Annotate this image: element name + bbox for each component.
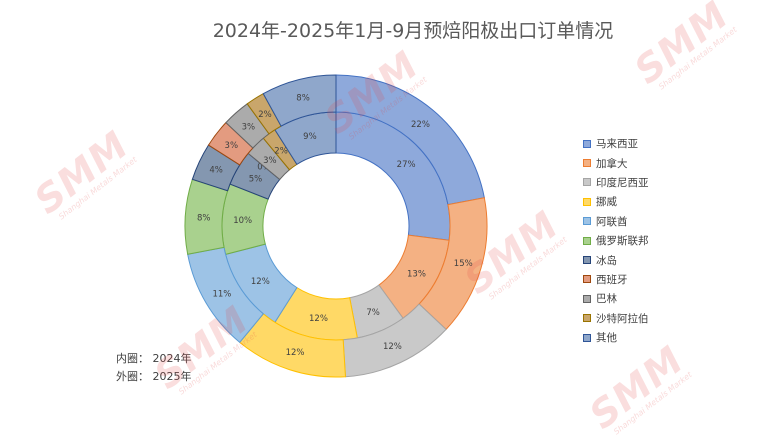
inner-ring-note: 内圈： 2024年 (116, 352, 192, 365)
chart-title: 2024年-2025年1月-9月预焙阳极出口订单情况 (212, 20, 614, 42)
legend-swatch (583, 197, 591, 206)
slice-label-outer-9: 3% (242, 123, 256, 133)
slice-label-inner-1: 27% (397, 160, 416, 170)
slice-outer-11 (262, 74, 337, 127)
legend-item: 加拿大 (583, 153, 649, 172)
slice-label-outer-10: 2% (258, 110, 272, 120)
legend-item: 阿联酋 (583, 212, 649, 231)
legend-item: 其他 (583, 328, 649, 347)
slice-label-inner-10: 2% (274, 146, 288, 156)
legend-label: 巴林 (596, 293, 617, 306)
legend-label: 俄罗斯联邦 (596, 235, 649, 248)
legend-swatch (583, 178, 591, 187)
legend-item: 巴林 (583, 289, 649, 308)
slice-label-outer-4: 12% (286, 348, 305, 358)
legend-item: 马来西亚 (583, 134, 649, 153)
slice-label-inner-7: 5% (249, 174, 263, 184)
slice-label-outer-6: 8% (197, 214, 211, 224)
legend-item: 沙特阿拉伯 (583, 309, 649, 328)
outer-ring-note: 外圈： 2025年 (116, 370, 192, 383)
legend-label: 印度尼西亚 (596, 176, 649, 189)
legend-label: 阿联酋 (596, 215, 628, 228)
slice-label-outer-1: 22% (411, 120, 430, 130)
slice-label-inner-9: 3% (263, 156, 277, 166)
legend-label: 马来西亚 (596, 138, 638, 151)
legend-label: 加拿大 (596, 157, 628, 170)
slice-label-outer-5: 11% (212, 289, 231, 299)
legend-swatch (583, 217, 591, 226)
legend-label: 冰岛 (596, 254, 617, 267)
legend-swatch (583, 333, 591, 342)
legend-item: 冰岛 (583, 250, 649, 269)
legend-swatch (583, 256, 591, 265)
legend-swatch (583, 139, 591, 148)
legend-item: 西班牙 (583, 270, 649, 289)
legend-label: 西班牙 (596, 273, 628, 286)
slice-label-inner-3: 7% (366, 308, 380, 318)
slice-label-outer-11: 8% (296, 94, 310, 104)
legend-swatch (583, 236, 591, 245)
legend-label: 其他 (596, 332, 617, 345)
legend-swatch (583, 294, 591, 303)
slice-label-inner-5: 12% (251, 277, 270, 287)
slice-label-outer-3: 12% (383, 342, 402, 352)
slice-label-inner-2: 13% (407, 270, 426, 280)
legend-item: 印度尼西亚 (583, 173, 649, 192)
slice-label-outer-7: 4% (209, 166, 223, 176)
slice-label-inner-11: 9% (303, 132, 317, 142)
legend-item: 俄罗斯联邦 (583, 231, 649, 250)
slice-label-inner-6: 10% (233, 216, 252, 226)
legend-swatch (583, 314, 591, 323)
legend-label: 挪威 (596, 196, 617, 209)
legend-label: 沙特阿拉伯 (596, 312, 649, 325)
slice-label-outer-8: 3% (225, 141, 239, 151)
slice-label-inner-4: 12% (309, 314, 328, 324)
legend-swatch (583, 159, 591, 168)
legend-item: 挪威 (583, 192, 649, 211)
legend-swatch (583, 275, 591, 284)
slice-label-inner-8: 0% (257, 162, 271, 172)
chart-legend: 马来西亚加拿大印度尼西亚挪威阿联酋俄罗斯联邦冰岛西班牙巴林沙特阿拉伯其他 (583, 134, 649, 347)
slice-label-outer-2: 15% (454, 259, 473, 269)
